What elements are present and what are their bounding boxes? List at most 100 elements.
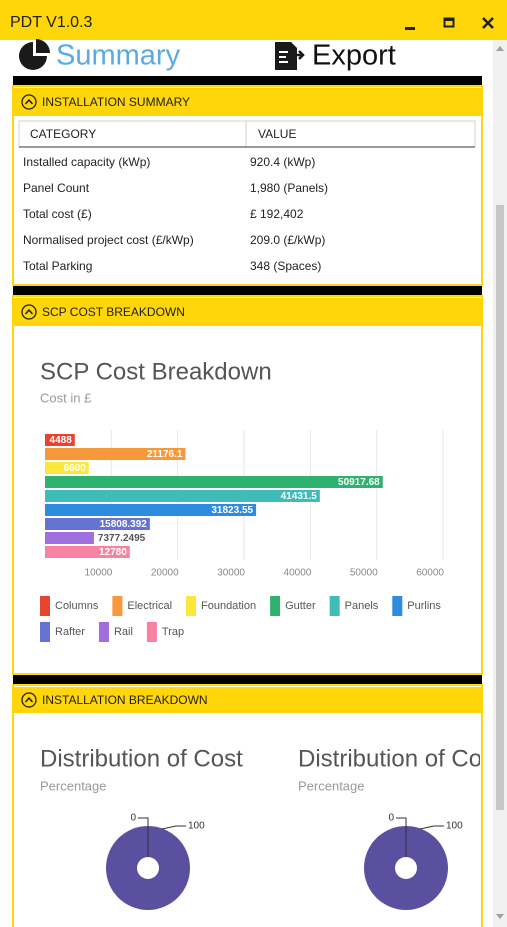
data-label: 7377.2495 bbox=[98, 533, 146, 544]
collapse-icon[interactable] bbox=[21, 692, 37, 708]
x-tick-label: 20000 bbox=[151, 568, 179, 579]
leader-line bbox=[396, 817, 407, 857]
export-tab[interactable]: Export bbox=[275, 40, 396, 72]
slice-label: 0 bbox=[130, 813, 136, 824]
leader-line bbox=[138, 817, 149, 857]
window-title: PDT V1.0.3 bbox=[10, 14, 93, 31]
bar bbox=[45, 476, 383, 488]
legend-swatch bbox=[186, 596, 197, 616]
data-label: 41431.5 bbox=[281, 491, 318, 502]
collapse-icon[interactable] bbox=[21, 304, 37, 320]
table-cell: 348 (Spaces) bbox=[250, 259, 321, 273]
collapse-icon bbox=[24, 308, 34, 315]
table-cell: 920.4 (kWp) bbox=[250, 155, 315, 169]
pie-slice bbox=[364, 826, 448, 910]
bar bbox=[45, 518, 150, 530]
x-tick-label: 40000 bbox=[284, 568, 312, 579]
legend-swatch bbox=[40, 622, 50, 642]
chart-subtitle: Cost in £ bbox=[40, 390, 92, 405]
legend-swatch bbox=[392, 596, 403, 616]
section-title: INSTALLATION BREAKDOWN bbox=[42, 693, 208, 707]
table-header bbox=[18, 120, 476, 148]
legend-swatch bbox=[40, 596, 50, 616]
x-tick-label: 30000 bbox=[217, 568, 245, 579]
x-tick-label: 60000 bbox=[416, 568, 444, 579]
section-title: SCP COST BREAKDOWN bbox=[42, 305, 185, 319]
data-label: 21176.1 bbox=[147, 449, 183, 460]
chart-title: SCP Cost Breakdown bbox=[40, 358, 272, 385]
bar bbox=[45, 532, 94, 544]
table-cell: Installed capacity (kWp) bbox=[23, 155, 150, 169]
section-header[interactable] bbox=[13, 687, 482, 713]
section-title: INSTALLATION SUMMARY bbox=[42, 95, 190, 109]
leader-line bbox=[161, 825, 186, 830]
scroll-thumb[interactable] bbox=[496, 205, 504, 810]
legend-label: Rail bbox=[114, 626, 133, 638]
legend-swatch bbox=[270, 596, 281, 616]
table-cell: Normalised project cost (£/kWp) bbox=[23, 233, 194, 247]
collapse-icon bbox=[24, 696, 34, 703]
bar bbox=[45, 448, 186, 460]
minimize-button[interactable] bbox=[398, 16, 422, 36]
maximize-button[interactable] bbox=[437, 14, 461, 34]
legend-label: Gutter bbox=[285, 600, 316, 612]
legend-label: Columns bbox=[55, 600, 99, 612]
section-bar bbox=[13, 286, 482, 296]
bar bbox=[45, 490, 320, 502]
section-header[interactable] bbox=[13, 298, 482, 326]
legend-label: Foundation bbox=[201, 600, 256, 612]
scroll-up[interactable] bbox=[496, 46, 504, 51]
legend-label: Trap bbox=[162, 626, 184, 638]
panel bbox=[12, 85, 483, 286]
chart-title: Distribution of Cost bbox=[298, 745, 501, 772]
tab-label: Summary bbox=[56, 40, 181, 72]
bar bbox=[45, 504, 257, 516]
legend-swatch bbox=[146, 622, 157, 642]
bar bbox=[45, 434, 75, 446]
table-cell: 209.0 (£/kWp) bbox=[250, 233, 325, 247]
table-cell: Total cost (£) bbox=[23, 207, 92, 221]
table-cell: Panel Count bbox=[23, 181, 90, 195]
legend-label: Rafter bbox=[55, 626, 85, 638]
leader-line bbox=[419, 825, 444, 830]
collapse-icon[interactable] bbox=[21, 94, 37, 110]
x-tick-label: 10000 bbox=[85, 568, 113, 579]
data-label: 31823.55 bbox=[211, 505, 253, 516]
section-header[interactable] bbox=[13, 88, 482, 116]
section-bar bbox=[13, 675, 482, 685]
bar bbox=[45, 546, 130, 558]
table-cell: £ 192,402 bbox=[250, 207, 304, 221]
summary-tab[interactable]: Summary bbox=[19, 39, 181, 72]
bar bbox=[45, 462, 89, 474]
table-cell: Total Parking bbox=[23, 259, 92, 273]
data-label: 6600 bbox=[64, 463, 87, 474]
slice-label: 0 bbox=[388, 813, 394, 824]
column-header: CATEGORY bbox=[30, 127, 96, 141]
title-bar bbox=[0, 0, 507, 40]
tab-label: Export bbox=[312, 40, 396, 72]
data-label: 4488 bbox=[50, 435, 73, 446]
legend-swatch bbox=[98, 622, 109, 642]
data-label: 15808.392 bbox=[100, 519, 148, 530]
export-icon bbox=[291, 50, 305, 60]
chart-subtitle: Percentage bbox=[40, 778, 107, 793]
section-bar bbox=[13, 76, 482, 86]
summary-icon bbox=[36, 39, 50, 53]
chart-subtitle: Percentage bbox=[298, 778, 365, 793]
data-label: 50917.68 bbox=[338, 477, 380, 488]
legend-label: Purlins bbox=[407, 600, 441, 612]
summary-icon bbox=[19, 42, 47, 70]
x-tick-label: 50000 bbox=[350, 568, 378, 579]
close-button[interactable] bbox=[482, 17, 494, 29]
pie-slice bbox=[106, 826, 190, 910]
table-cell: 1,980 (Panels) bbox=[250, 181, 328, 195]
export-icon bbox=[279, 51, 288, 63]
collapse-icon bbox=[24, 98, 34, 105]
legend-label: Panels bbox=[345, 600, 379, 612]
scroll-down[interactable] bbox=[496, 914, 504, 919]
slice-label: 100 bbox=[188, 821, 205, 832]
legend-swatch bbox=[112, 596, 123, 616]
data-label: 12780 bbox=[99, 547, 127, 558]
chart-title: Distribution of Cost bbox=[40, 745, 243, 772]
